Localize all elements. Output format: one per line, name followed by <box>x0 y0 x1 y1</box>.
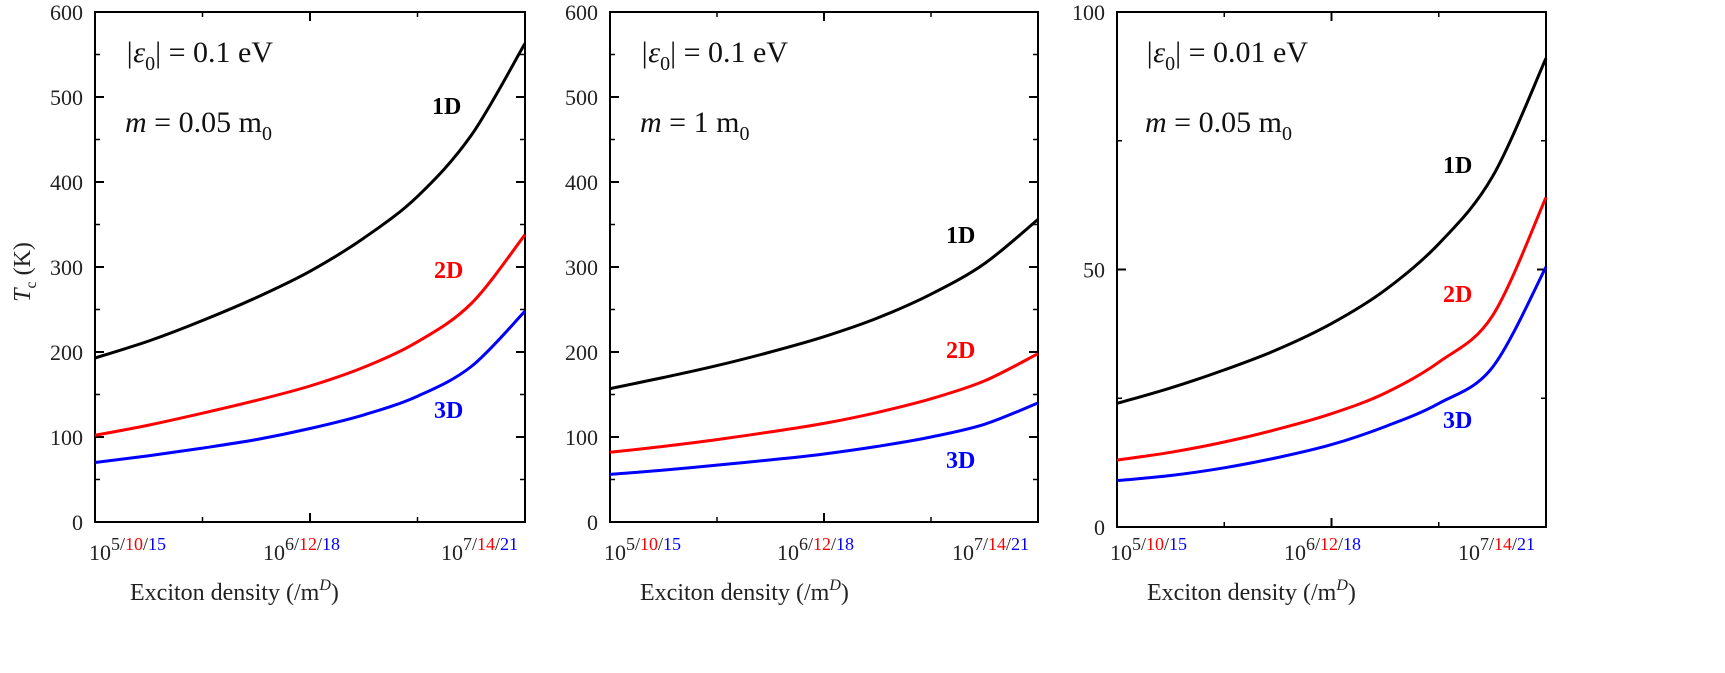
x-tick-labels-3: 105/10/15 106/12/18 107/14/21 <box>1110 534 1535 565</box>
param-line2-3: m = 0.05 m0 <box>1145 106 1292 145</box>
label-2d-2: 2D <box>946 338 975 364</box>
axis-ticks-2 <box>609 11 1039 523</box>
series-line-2d <box>1116 196 1548 462</box>
y-tick-label: 200 <box>50 340 83 365</box>
x-tick-label-2-0: 105/10/15 <box>604 534 681 565</box>
x-tick-label-3-1: 106/12/18 <box>1284 534 1361 565</box>
x-tick-label-2-1: 106/12/18 <box>777 534 854 565</box>
label-3d-2: 3D <box>946 448 975 474</box>
param-line2-1: m = 0.05 m0 <box>125 106 272 145</box>
y-tick-label: 400 <box>565 170 598 195</box>
panel-2: 0 100 200 300 400 500 600 |ε0| = 0.1 eV m = 1 … <box>565 0 1039 606</box>
axis-ticks-1 <box>94 11 526 523</box>
x-tick-labels-1: 105/10/15 106/12/18 107/14/21 <box>89 534 518 565</box>
x-axis-title-1: Exciton density (/mD) <box>130 577 339 606</box>
y-tick-label: 500 <box>50 85 83 110</box>
param-line1-1: |ε0| = 0.1 eV <box>125 36 273 75</box>
x-tick-label-3-2: 107/14/21 <box>1458 534 1535 565</box>
y-tick-label: 300 <box>50 255 83 280</box>
y-tick-label: 50 <box>1083 258 1105 283</box>
y-tick-label: 100 <box>1072 0 1105 25</box>
label-1d-3: 1D <box>1443 153 1472 179</box>
y-axis-title: Tc (K) <box>10 242 40 302</box>
x-tick-label-1-1: 106/12/18 <box>263 534 340 565</box>
series-line-3d <box>609 401 1039 476</box>
curves-3 <box>1116 57 1548 483</box>
series-line-1d <box>94 42 527 360</box>
panel-1: 0 100 200 300 400 500 600 |ε0| = 0.1 eV m = 0.… <box>50 0 527 606</box>
label-2d-3: 2D <box>1443 282 1472 308</box>
y-tick-label: 0 <box>587 510 598 535</box>
x-tick-label-1-2: 107/14/21 <box>441 534 518 565</box>
y-tick-label: 0 <box>1094 515 1105 540</box>
y-tick-label: 0 <box>72 510 83 535</box>
x-tick-label-2-2: 107/14/21 <box>952 534 1029 565</box>
label-3d-3: 3D <box>1443 408 1472 434</box>
y-tick-label: 500 <box>565 85 598 110</box>
label-2d-1: 2D <box>434 258 463 284</box>
y-tick-labels-3: 0 50 100 <box>1072 0 1105 540</box>
series-line-2d <box>94 233 527 437</box>
param-line1-2: |ε0| = 0.1 eV <box>640 36 788 75</box>
y-tick-label: 300 <box>565 255 598 280</box>
label-1d-2: 1D <box>946 223 975 249</box>
series-line-1d <box>609 218 1039 391</box>
series-line-2d <box>609 352 1039 454</box>
x-tick-labels-2: 105/10/15 106/12/18 107/14/21 <box>604 534 1029 565</box>
curves-2 <box>609 218 1039 476</box>
label-1d-1: 1D <box>432 94 461 120</box>
label-3d-1: 3D <box>434 398 463 424</box>
y-tick-label: 100 <box>565 425 598 450</box>
y-tick-label: 200 <box>565 340 598 365</box>
y-tick-label: 600 <box>50 0 83 25</box>
series-line-3d <box>94 310 527 464</box>
x-tick-label-3-0: 105/10/15 <box>1110 534 1187 565</box>
series-line-3d <box>1116 266 1548 483</box>
x-axis-title-3: Exciton density (/mD) <box>1147 577 1356 606</box>
param-line2-2: m = 1 m0 <box>640 106 749 145</box>
y-tick-label: 400 <box>50 170 83 195</box>
y-tick-labels-1: 0 100 200 300 400 500 600 <box>50 0 83 535</box>
x-tick-label-1-0: 105/10/15 <box>89 534 166 565</box>
y-tick-label: 600 <box>565 0 598 25</box>
series-line-1d <box>1116 57 1548 405</box>
param-line1-3: |ε0| = 0.01 eV <box>1145 36 1308 75</box>
x-axis-title-2: Exciton density (/mD) <box>640 577 849 606</box>
curves-1 <box>94 42 527 464</box>
y-tick-labels-2: 0 100 200 300 400 500 600 <box>565 0 598 535</box>
axis-ticks-3 <box>1116 11 1547 528</box>
y-tick-label: 100 <box>50 425 83 450</box>
